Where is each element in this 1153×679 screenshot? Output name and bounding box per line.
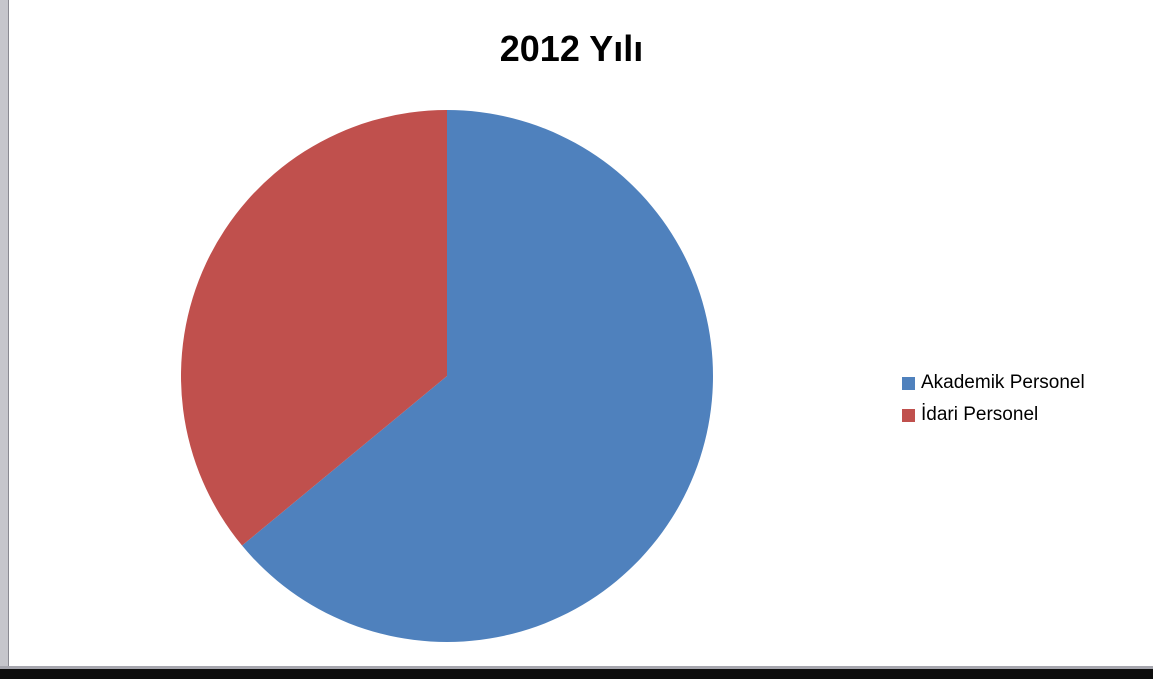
legend-item-akademik: Akademik Personel <box>902 367 1085 399</box>
pie-slice-akademik <box>242 110 714 642</box>
pie-slice-idari <box>180 110 447 546</box>
chart-title: 2012 Yılı <box>0 28 1153 70</box>
legend-swatch-akademik <box>902 376 915 390</box>
chart-legend: Akademik Personel İdari Personel <box>902 367 1085 431</box>
legend-label-idari: İdari Personel <box>921 404 1039 425</box>
chart-title-text: 2012 Yılı <box>499 28 644 69</box>
legend-item-idari: İdari Personel <box>902 399 1085 431</box>
legend-label-akademik: Akademik Personel <box>921 372 1085 393</box>
legend-swatch-idari <box>902 408 915 422</box>
window-left-border <box>0 0 9 679</box>
window-bottom-border <box>0 666 1153 679</box>
